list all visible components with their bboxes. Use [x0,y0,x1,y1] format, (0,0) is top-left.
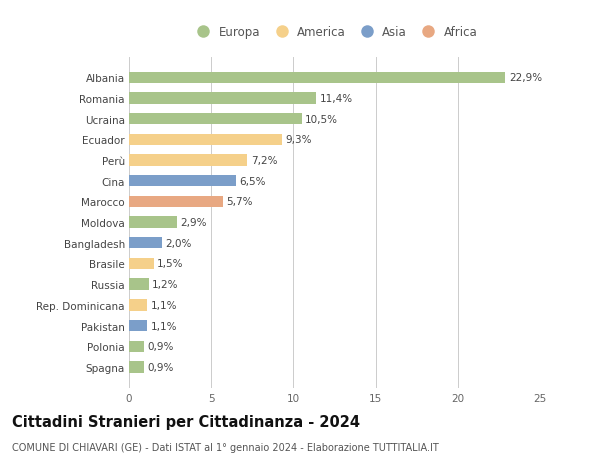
Bar [129,93,316,104]
Text: 22,9%: 22,9% [509,73,542,83]
Bar [129,300,147,311]
Bar [129,176,236,187]
Text: 1,2%: 1,2% [152,280,179,290]
Text: 1,1%: 1,1% [151,300,177,310]
Text: COMUNE DI CHIAVARI (GE) - Dati ISTAT al 1° gennaio 2024 - Elaborazione TUTTITALI: COMUNE DI CHIAVARI (GE) - Dati ISTAT al … [12,442,439,452]
Legend: Europa, America, Asia, Africa: Europa, America, Asia, Africa [189,23,480,41]
Text: 6,5%: 6,5% [239,176,266,186]
Text: 5,7%: 5,7% [226,197,253,207]
Bar [129,114,302,125]
Text: 7,2%: 7,2% [251,156,277,166]
Bar [129,362,144,373]
Bar [129,134,282,146]
Bar [129,341,144,352]
Text: 10,5%: 10,5% [305,114,338,124]
Bar [129,258,154,269]
Text: 9,3%: 9,3% [285,135,311,145]
Text: 2,9%: 2,9% [180,218,206,228]
Bar [129,155,247,166]
Text: 11,4%: 11,4% [320,94,353,104]
Bar [129,320,147,331]
Bar [129,73,505,84]
Text: 1,1%: 1,1% [151,321,177,331]
Text: 0,9%: 0,9% [147,341,173,352]
Text: 0,9%: 0,9% [147,362,173,372]
Bar [129,279,149,290]
Bar [129,217,176,228]
Bar [129,238,162,249]
Text: Cittadini Stranieri per Cittadinanza - 2024: Cittadini Stranieri per Cittadinanza - 2… [12,414,360,429]
Text: 1,5%: 1,5% [157,259,184,269]
Bar [129,196,223,207]
Text: 2,0%: 2,0% [165,238,191,248]
